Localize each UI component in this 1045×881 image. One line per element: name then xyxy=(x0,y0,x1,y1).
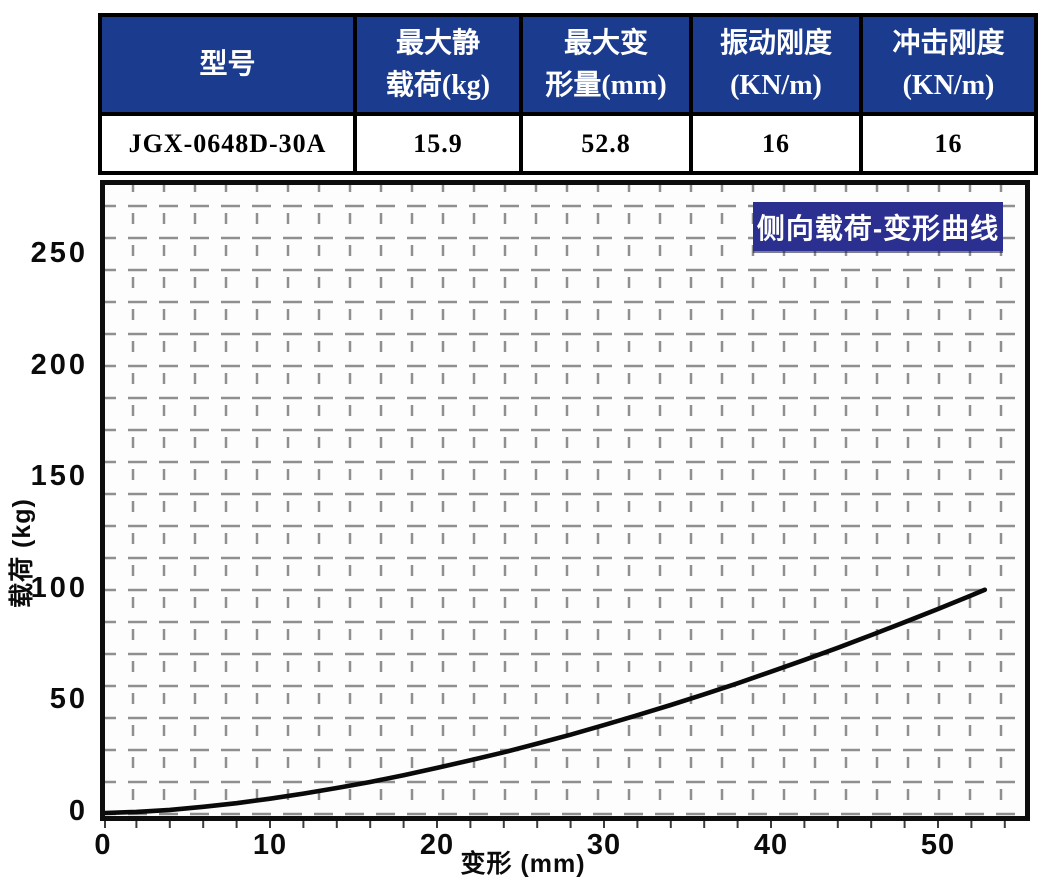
spec-table-value-row: JGX-0648D-30A 15.9 52.8 16 16 xyxy=(98,112,1038,175)
header-vibration-stiffness-line2: (KN/m) xyxy=(730,69,822,101)
header-impact-stiffness-line2: (KN/m) xyxy=(902,69,995,101)
spec-table: 型号 最大静 载荷(kg) 最大变 形量(mm) 振动刚度 (KN/m) 冲击刚… xyxy=(98,13,1038,175)
header-max-static-load-line1: 最大静 xyxy=(395,27,480,59)
max-deformation-value: 52.8 xyxy=(519,112,693,175)
max-static-load-value: 15.9 xyxy=(353,112,523,175)
x-axis-minor-ticks xyxy=(104,821,1006,828)
load-deflection-curve xyxy=(105,587,988,816)
chart-title-badge: 侧向载荷-变形曲线 xyxy=(753,202,1003,251)
x-tick-label: 20 xyxy=(419,829,455,861)
model-value: JGX-0648D-30A xyxy=(98,112,357,175)
y-tick-label: 200 xyxy=(30,348,88,381)
header-max-deformation-line1: 最大变 xyxy=(563,27,648,59)
impact-stiffness-value: 16 xyxy=(859,112,1038,175)
x-tick-label: 10 xyxy=(252,829,288,861)
header-impact-stiffness: 冲击刚度 (KN/m) xyxy=(859,13,1038,116)
x-tick-label: 40 xyxy=(753,829,789,861)
x-axis-title: 变形 (mm) xyxy=(460,850,586,878)
header-max-static-load: 最大静 载荷(kg) xyxy=(353,13,523,116)
chart-title: 侧向载荷-变形曲线 xyxy=(756,212,1000,244)
header-model: 型号 xyxy=(98,13,357,116)
header-impact-stiffness-line1: 冲击刚度 xyxy=(892,27,1005,59)
spec-table-header-row: 型号 最大静 载荷(kg) 最大变 形量(mm) 振动刚度 (KN/m) 冲击刚… xyxy=(98,13,1038,116)
vibration-stiffness-value: 16 xyxy=(689,112,863,175)
x-tick-label: 0 xyxy=(94,829,112,861)
y-tick-label: 100 xyxy=(30,571,88,604)
x-tick-label: 50 xyxy=(920,829,956,861)
header-max-deformation-line2: 形量(mm) xyxy=(545,69,667,101)
y-tick-label: 250 xyxy=(30,237,88,269)
x-tick-label: 30 xyxy=(586,829,622,861)
chart-plot-area: 侧向载荷-变形曲线 xyxy=(100,180,1030,821)
y-axis-title: 载荷 (kg) xyxy=(8,498,36,608)
y-tick-label: 0 xyxy=(68,795,88,827)
y-tick-label: 50 xyxy=(49,683,88,716)
y-tick-label: 150 xyxy=(30,460,88,493)
header-max-static-load-line2: 载荷(kg) xyxy=(385,69,491,101)
header-vibration-stiffness-line1: 振动刚度 xyxy=(719,27,832,59)
header-model-line1: 型号 xyxy=(199,48,256,80)
header-vibration-stiffness: 振动刚度 (KN/m) xyxy=(689,13,863,116)
header-max-deformation: 最大变 形量(mm) xyxy=(519,13,693,116)
load-deflection-curve-svg xyxy=(105,185,1025,816)
